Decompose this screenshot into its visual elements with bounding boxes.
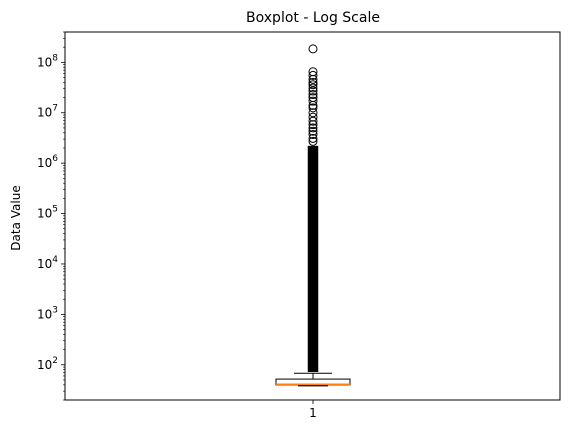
chart-title: Boxplot - Log Scale: [246, 10, 380, 26]
outlier-point: [308, 70, 318, 80]
outlier-point: [308, 86, 318, 96]
outlier-point: [308, 80, 318, 90]
y-tick-label: 104: [37, 255, 58, 271]
y-tick-label: 106: [37, 154, 58, 170]
outlier-point: [308, 44, 318, 54]
y-tick-label: 103: [37, 305, 58, 321]
outlier-point: [308, 83, 318, 93]
outlier-point: [308, 77, 318, 87]
outlier-point: [308, 120, 318, 130]
outlier-point: [308, 126, 318, 136]
outlier-point: [308, 103, 318, 113]
outlier-point: [308, 133, 318, 143]
outlier-dense-band: [309, 145, 317, 372]
outlier-point: [308, 96, 318, 106]
y-tick-label: 108: [37, 53, 58, 69]
x-tick-label: 1: [309, 406, 317, 420]
y-tick-label: 105: [37, 205, 58, 221]
outlier-point: [308, 136, 318, 146]
outlier-point: [308, 74, 318, 84]
outlier-point: [308, 130, 318, 140]
y-axis-label: Data Value: [9, 185, 23, 250]
y-tick-label: 107: [37, 104, 58, 120]
y-tick-label: 102: [37, 356, 58, 372]
outlier-point: [308, 90, 318, 100]
outlier-point: [308, 123, 318, 133]
outlier-point: [308, 100, 318, 110]
outlier-point: [308, 116, 318, 126]
plot-area: 102 103 104 105 106 107 108 1: [37, 31, 561, 420]
